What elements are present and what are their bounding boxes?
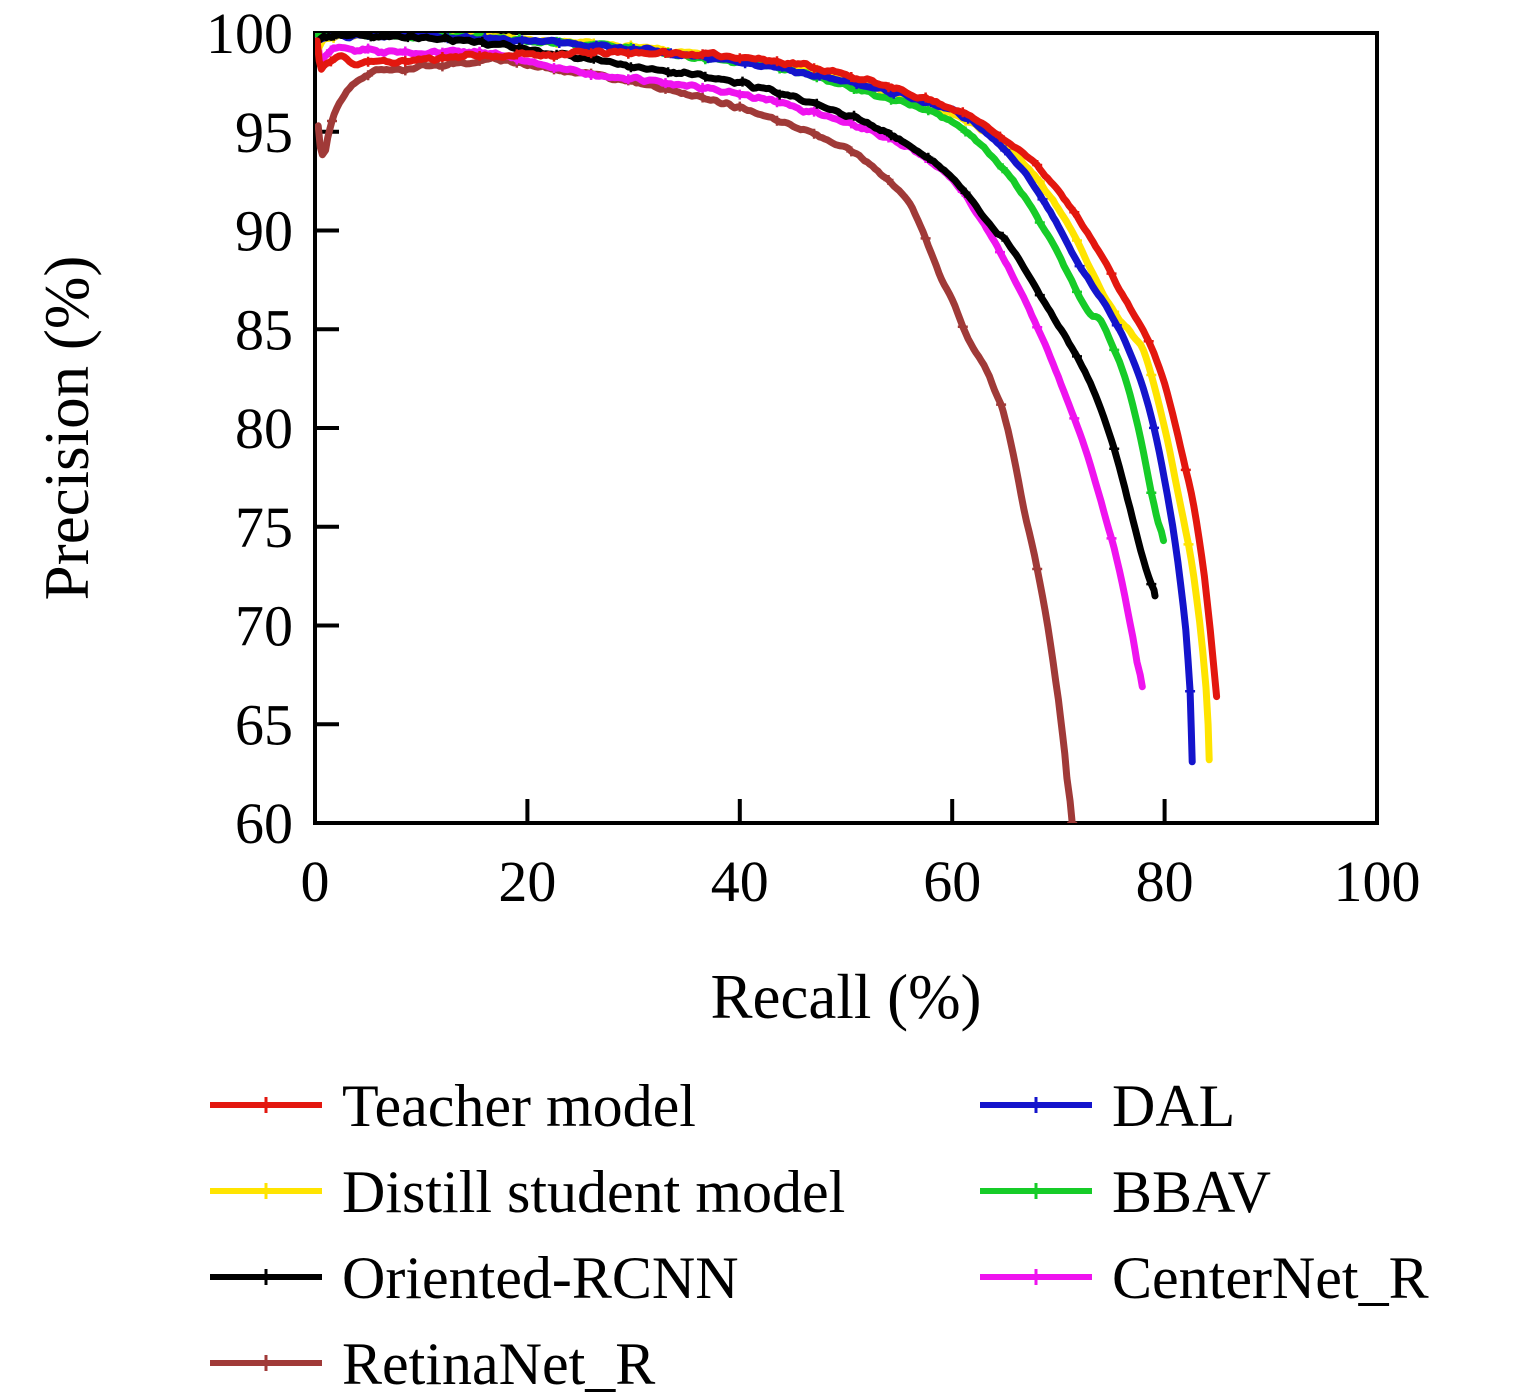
y-tick-label-60: 60 <box>235 791 293 856</box>
legend: Teacher model Distill student model Orient… <box>210 1073 1429 1397</box>
curve-markers-distill-student-model <box>328 33 1194 550</box>
curve-distill-student-model <box>315 33 1213 764</box>
y-tick-label-85: 85 <box>235 297 293 362</box>
legend-plus-marker-icon <box>1028 1097 1044 1113</box>
legend-plus-marker-icon <box>258 1269 274 1285</box>
curve-markers-centernet-r <box>325 43 1117 544</box>
legend-item-centernet-r: CenterNet_R <box>980 1245 1429 1311</box>
legend-label-oriented-rcnn: Oriented-RCNN <box>342 1245 739 1311</box>
legend-plus-marker-icon <box>258 1183 274 1199</box>
plot-area <box>313 31 1379 825</box>
curve-dal <box>315 33 1196 766</box>
y-tick-label-65: 65 <box>235 692 293 757</box>
curve-oriented-rcnn <box>315 33 1159 600</box>
x-tick-label-0: 0 <box>301 849 330 914</box>
x-tick-label-80: 80 <box>1136 849 1194 914</box>
curve-retinanet-r <box>315 53 1076 823</box>
legend-item-retinanet-r: RetinaNet_R <box>210 1331 655 1397</box>
legend-plus-marker-icon <box>258 1097 274 1113</box>
y-tick-label-90: 90 <box>235 199 293 264</box>
legend-item-dal: DAL <box>980 1073 1235 1139</box>
legend-label-centernet-r: CenterNet_R <box>1112 1245 1429 1311</box>
legend-label-dal: DAL <box>1112 1073 1235 1139</box>
y-tick-label-70: 70 <box>235 594 293 659</box>
curves-group <box>315 33 1221 823</box>
y-axis-ticks: 100 95 90 85 80 75 70 65 60 <box>206 1 339 856</box>
curve-markers-bbav <box>328 33 1157 498</box>
legend-item-teacher-model: Teacher model <box>210 1073 696 1139</box>
x-tick-label-40: 40 <box>711 849 769 914</box>
legend-label-bbav: BBAV <box>1112 1159 1271 1225</box>
curve-markers-retinanet-r <box>327 55 1078 823</box>
x-tick-label-100: 100 <box>1334 849 1421 914</box>
legend-item-oriented-rcnn: Oriented-RCNN <box>210 1245 739 1311</box>
legend-label-retinanet-r: RetinaNet_R <box>342 1331 655 1397</box>
legend-plus-marker-icon <box>1028 1183 1044 1199</box>
curve-markers-teacher-model <box>325 48 1191 475</box>
y-axis-label: Precision (%) <box>32 256 102 601</box>
x-tick-label-60: 60 <box>923 849 981 914</box>
y-tick-label-80: 80 <box>235 396 293 461</box>
legend-label-distill-student-model: Distill student model <box>342 1159 845 1225</box>
x-axis-ticks: 0 20 40 60 80 100 <box>301 799 1421 914</box>
x-axis-label: Recall (%) <box>710 962 981 1032</box>
curve-markers-oriented-rcnn <box>328 33 1157 590</box>
y-tick-label-95: 95 <box>235 100 293 165</box>
legend-label-teacher-model: Teacher model <box>342 1073 696 1139</box>
curve-centernet-r <box>315 33 1146 691</box>
legend-plus-marker-icon <box>1028 1269 1044 1285</box>
legend-item-distill-student-model: Distill student model <box>210 1159 845 1225</box>
legend-item-bbav: BBAV <box>980 1159 1271 1225</box>
legend-plus-marker-icon <box>258 1355 274 1371</box>
curve-teacher-model <box>315 37 1221 701</box>
x-tick-label-20: 20 <box>498 849 556 914</box>
y-tick-label-75: 75 <box>235 495 293 560</box>
y-tick-label-100: 100 <box>206 1 293 66</box>
curve-markers-dal <box>331 33 1196 697</box>
